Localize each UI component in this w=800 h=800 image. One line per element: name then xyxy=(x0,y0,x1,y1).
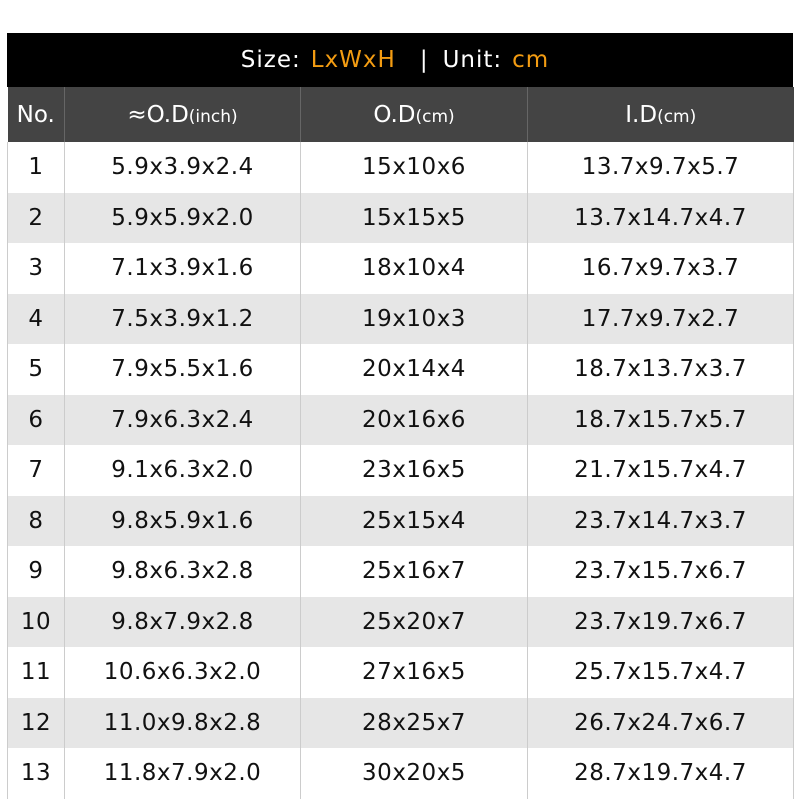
unit-label: Unit: xyxy=(442,47,503,73)
cell-id-cm: 17.7x9.7x2.7 xyxy=(527,293,794,344)
cell-od-inch: 7.9x6.3x2.4 xyxy=(64,394,301,445)
cell-od-cm: 23x16x5 xyxy=(300,445,528,496)
table-row: 9 9.8x6.3x2.8 25x16x7 23.7x15.7x6.7 xyxy=(7,546,794,597)
cell-no: 2 xyxy=(7,192,65,243)
cell-od-inch: 9.1x6.3x2.0 xyxy=(64,445,301,496)
size-label: Size: xyxy=(240,47,301,73)
header-main: No. xyxy=(16,101,55,128)
cell-od-cm: 25x20x7 xyxy=(300,596,528,647)
cell-no: 13 xyxy=(7,748,65,799)
header-main: O.D xyxy=(373,101,416,128)
cell-no: 7 xyxy=(7,445,65,496)
column-header-id-cm: I.D(cm) xyxy=(527,87,794,142)
cell-od-cm: 15x10x6 xyxy=(300,142,528,193)
table-row: 6 7.9x6.3x2.4 20x16x6 18.7x15.7x5.7 xyxy=(7,394,794,445)
cell-id-cm: 23.7x19.7x6.7 xyxy=(527,596,794,647)
cell-id-cm: 16.7x9.7x3.7 xyxy=(527,243,794,294)
table-row: 7 9.1x6.3x2.0 23x16x5 21.7x15.7x4.7 xyxy=(7,445,794,496)
table-row: 5 7.9x5.5x1.6 20x14x4 18.7x13.7x3.7 xyxy=(7,344,794,395)
cell-no: 4 xyxy=(7,293,65,344)
cell-od-inch: 11.0x9.8x2.8 xyxy=(64,697,301,748)
table-row: 13 11.8x7.9x2.0 30x20x5 28.7x19.7x4.7 xyxy=(7,748,794,799)
header-unit: (cm) xyxy=(657,106,697,127)
cell-od-cm: 30x20x5 xyxy=(300,748,528,799)
cell-od-inch: 9.8x6.3x2.8 xyxy=(64,546,301,597)
cell-no: 5 xyxy=(7,344,65,395)
cell-no: 9 xyxy=(7,546,65,597)
cell-id-cm: 18.7x15.7x5.7 xyxy=(527,394,794,445)
unit-value: cm xyxy=(512,47,550,73)
size-value: LxWxH xyxy=(310,47,396,73)
cell-od-cm: 20x14x4 xyxy=(300,344,528,395)
cell-no: 3 xyxy=(7,243,65,294)
cell-id-cm: 28.7x19.7x4.7 xyxy=(527,748,794,799)
cell-od-inch: 10.6x6.3x2.0 xyxy=(64,647,301,698)
table-row: 10 9.8x7.9x2.8 25x20x7 23.7x19.7x6.7 xyxy=(7,596,794,647)
cell-id-cm: 13.7x9.7x5.7 xyxy=(527,142,794,193)
header-unit: (cm) xyxy=(415,106,455,127)
column-header-no: No. xyxy=(7,87,65,142)
column-header-od-inch: ≈O.D(inch) xyxy=(64,87,301,142)
column-header-od-cm: O.D(cm) xyxy=(300,87,528,142)
cell-od-inch: 7.9x5.5x1.6 xyxy=(64,344,301,395)
cell-od-cm: 25x16x7 xyxy=(300,546,528,597)
header-main: I.D xyxy=(625,101,658,128)
cell-od-inch: 7.5x3.9x1.2 xyxy=(64,293,301,344)
size-unit-banner: Size: LxWxH | Unit: cm xyxy=(7,33,793,87)
cell-no: 12 xyxy=(7,697,65,748)
header-main: ≈O.D xyxy=(127,101,189,128)
cell-no: 6 xyxy=(7,394,65,445)
cell-id-cm: 23.7x15.7x6.7 xyxy=(527,546,794,597)
table-row: 4 7.5x3.9x1.2 19x10x3 17.7x9.7x2.7 xyxy=(7,293,794,344)
table-row: 12 11.0x9.8x2.8 28x25x7 26.7x24.7x6.7 xyxy=(7,697,794,748)
cell-id-cm: 26.7x24.7x6.7 xyxy=(527,697,794,748)
cell-id-cm: 25.7x15.7x4.7 xyxy=(527,647,794,698)
cell-no: 11 xyxy=(7,647,65,698)
cell-od-cm: 25x15x4 xyxy=(300,495,528,546)
size-chart: Size: LxWxH | Unit: cm No. ≈O.D(inch) O.D(… xyxy=(7,33,794,799)
cell-no: 1 xyxy=(7,142,65,193)
cell-od-cm: 27x16x5 xyxy=(300,647,528,698)
cell-id-cm: 21.7x15.7x4.7 xyxy=(527,445,794,496)
table-row: 8 9.8x5.9x1.6 25x15x4 23.7x14.7x3.7 xyxy=(7,495,794,546)
cell-id-cm: 18.7x13.7x3.7 xyxy=(527,344,794,395)
size-table: No. ≈O.D(inch) O.D(cm) I.D(cm) 1 5.9x3.9x2.4… xyxy=(7,87,794,799)
cell-id-cm: 13.7x14.7x4.7 xyxy=(527,192,794,243)
table-row: 3 7.1x3.9x1.6 18x10x4 16.7x9.7x3.7 xyxy=(7,243,794,294)
cell-no: 10 xyxy=(7,596,65,647)
table-row: 2 5.9x5.9x2.0 15x15x5 13.7x14.7x4.7 xyxy=(7,192,794,243)
header-unit: (inch) xyxy=(188,106,238,127)
cell-od-cm: 18x10x4 xyxy=(300,243,528,294)
cell-id-cm: 23.7x14.7x3.7 xyxy=(527,495,794,546)
cell-od-inch: 9.8x7.9x2.8 xyxy=(64,596,301,647)
table-row: 11 10.6x6.3x2.0 27x16x5 25.7x15.7x4.7 xyxy=(7,647,794,698)
cell-no: 8 xyxy=(7,495,65,546)
cell-od-inch: 11.8x7.9x2.0 xyxy=(64,748,301,799)
cell-od-inch: 9.8x5.9x1.6 xyxy=(64,495,301,546)
cell-od-cm: 28x25x7 xyxy=(300,697,528,748)
cell-od-inch: 5.9x5.9x2.0 xyxy=(64,192,301,243)
cell-od-inch: 5.9x3.9x2.4 xyxy=(64,142,301,193)
table-row: 1 5.9x3.9x2.4 15x10x6 13.7x9.7x5.7 xyxy=(7,142,794,193)
cell-od-cm: 19x10x3 xyxy=(300,293,528,344)
cell-od-cm: 15x15x5 xyxy=(300,192,528,243)
cell-od-cm: 20x16x6 xyxy=(300,394,528,445)
cell-od-inch: 7.1x3.9x1.6 xyxy=(64,243,301,294)
separator: | xyxy=(419,47,429,73)
